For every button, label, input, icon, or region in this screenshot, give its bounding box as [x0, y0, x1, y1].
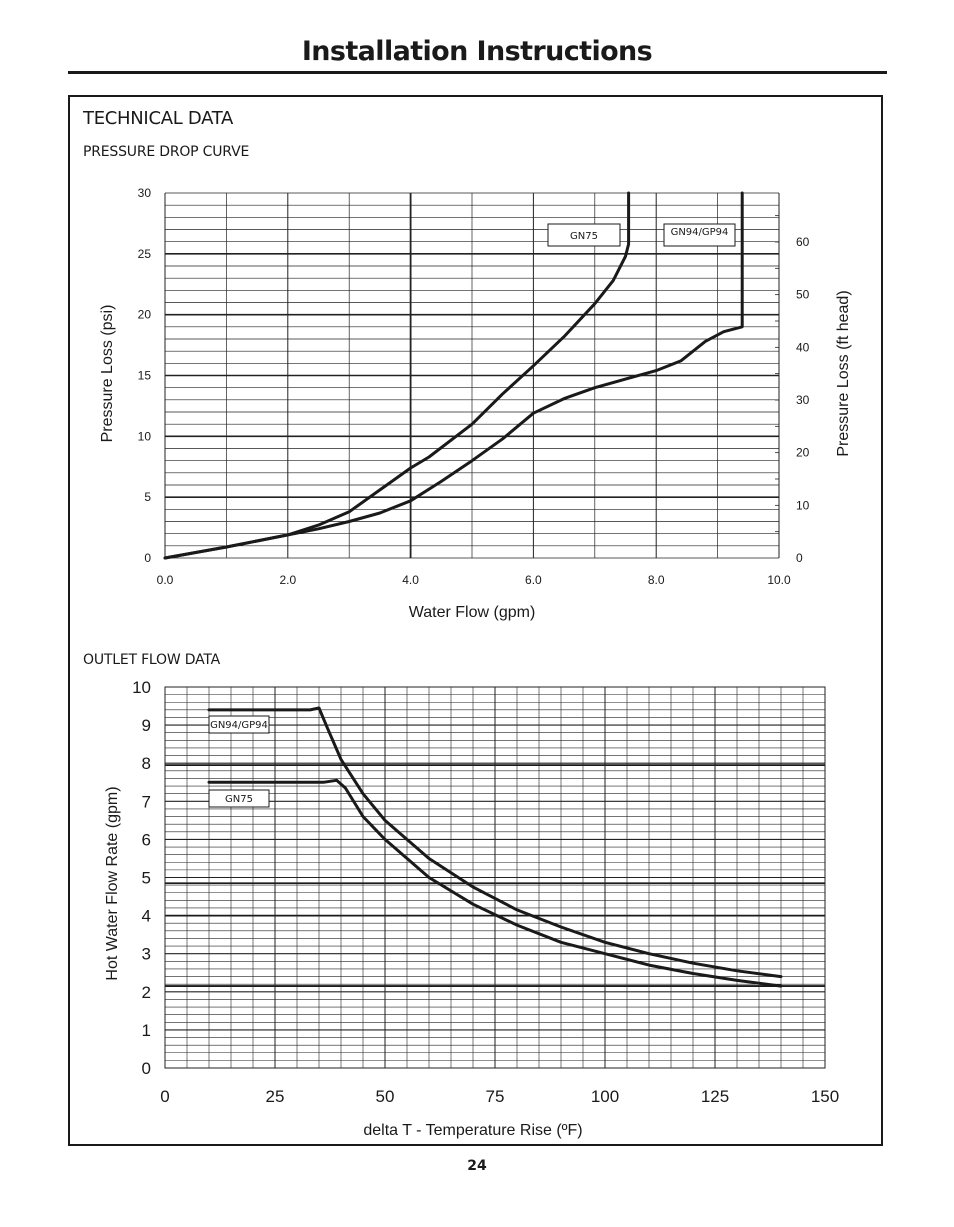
x-tick-label: 4.0	[402, 573, 419, 587]
y-tick-label: 9	[142, 716, 151, 735]
x-tick-label: 0.0	[157, 573, 174, 587]
section-title: TECHNICAL DATA	[83, 108, 234, 129]
y-tick-label: 6	[142, 830, 151, 849]
legend-box	[208, 789, 270, 808]
y2-tick-label: 50	[796, 288, 810, 302]
y2-tick-label: 40	[796, 340, 810, 354]
x-tick-label: 10.0	[767, 573, 791, 587]
series-line-gn94-gp94	[207, 706, 783, 979]
y-tick-label: 7	[142, 792, 151, 811]
legend-box	[663, 223, 736, 247]
y-tick-label: 25	[138, 247, 152, 261]
series-line-gn94-gp94	[163, 191, 744, 560]
outlet-flow-title: OUTLET FLOW DATA	[83, 652, 220, 668]
y-tick-label: 1	[142, 1021, 151, 1040]
x-axis-label: delta T - Temperature Rise (ºF)	[363, 1122, 582, 1139]
y-tick-label: 4	[142, 907, 151, 926]
x-tick-label: 150	[811, 1087, 839, 1106]
y-tick-label: 3	[142, 945, 151, 964]
y2-tick-label: 0	[796, 551, 803, 565]
legend-label: GN75	[570, 231, 598, 242]
y-tick-label: 20	[138, 308, 152, 322]
pressure-drop-chart: 0 5 10 15 20 25 30 0 10 20 30 40 50 60 0.0 2.0 4.0 6.0 8.0…	[99, 186, 852, 621]
x-tick-label: 8.0	[648, 573, 665, 587]
y-axis-label: Pressure Loss (psi)	[99, 305, 116, 443]
legend-box	[208, 715, 270, 734]
title-rule	[68, 71, 887, 74]
series-line-gn75	[163, 191, 631, 560]
legend-label: GN94/GP94	[671, 227, 729, 238]
x-tick-label: 25	[266, 1087, 285, 1106]
y-tick-label: 10	[138, 429, 152, 443]
y2-tick-label: 10	[796, 498, 810, 512]
legend-label: GN94/GP94	[210, 720, 268, 731]
x-tick-label: 50	[376, 1087, 395, 1106]
x-tick-label: 100	[591, 1087, 619, 1106]
y-tick-label: 5	[144, 490, 151, 504]
y2-tick-label: 30	[796, 393, 810, 407]
plot-border	[164, 686, 826, 1069]
y-tick-label: 10	[132, 678, 151, 697]
x-tick-label: 0	[160, 1087, 169, 1106]
pressure-drop-title: PRESSURE DROP CURVE	[83, 144, 250, 160]
y-tick-label: 2	[142, 983, 151, 1002]
page-title: Installation Instructions	[301, 36, 653, 67]
x-axis-label: Water Flow (gpm)	[409, 604, 536, 621]
y-tick-label: 5	[142, 869, 151, 888]
y-tick-label: 30	[138, 186, 152, 200]
legend-box	[547, 223, 621, 247]
y-tick-label: 0	[144, 551, 151, 565]
y-tick-label: 0	[142, 1059, 151, 1078]
x-tick-label: 125	[701, 1087, 729, 1106]
y-tick-label: 15	[138, 369, 152, 383]
x-tick-label: 6.0	[525, 573, 542, 587]
page-number: 24	[467, 1158, 487, 1174]
y2-axis-label: Pressure Loss (ft head)	[835, 290, 852, 456]
series-line-gn75	[207, 778, 783, 988]
x-tick-label: 75	[486, 1087, 505, 1106]
y-tick-label: 8	[142, 754, 151, 773]
content-frame	[68, 95, 883, 1146]
y2-tick-label: 20	[796, 446, 810, 460]
y-axis-label: Hot Water Flow Rate (gpm)	[104, 786, 121, 980]
x-tick-label: 2.0	[279, 573, 296, 587]
y2-tick-label: 60	[796, 235, 810, 249]
legend-label: GN75	[225, 794, 253, 805]
